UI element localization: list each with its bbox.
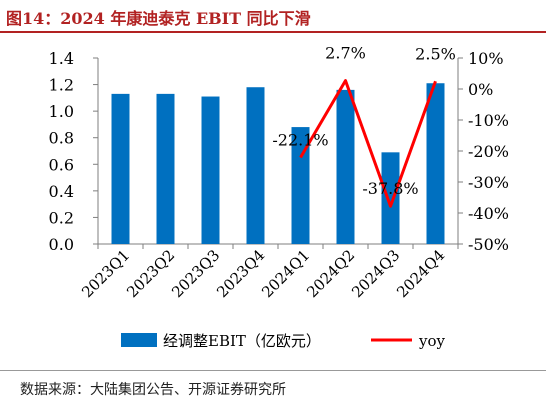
left-axis-tick-label: 1.0 (49, 102, 74, 121)
left-axis-tick-label: 0.2 (49, 208, 74, 227)
right-axis-tick-label: -40% (468, 204, 509, 223)
yoy-line (299, 79, 437, 208)
x-axis-tick-label: 2024Q3 (348, 246, 403, 301)
bar-2024Q4 (426, 83, 445, 244)
yoy-data-label: 2.7% (325, 44, 366, 63)
bar-series (111, 83, 445, 245)
right-axis-tick-label: 10% (468, 49, 504, 68)
x-axis-tick-label: 2023Q4 (213, 246, 268, 301)
right-axis-tick-label: -20% (468, 142, 509, 161)
x-axis-tick-label: 2024Q2 (303, 246, 358, 301)
chart: 0.0 0.2 0.4 0.6 0.8 1.0 1.2 1.4 -50% -40% -30% -20%… (49, 44, 509, 350)
yoy-data-label: 2.5% (415, 44, 456, 63)
bar-2023Q1 (111, 93, 130, 244)
x-axis-tick-label: 2024Q4 (393, 246, 448, 301)
x-axis-tick-label: 2024Q1 (258, 246, 313, 301)
bar-2024Q1 (291, 127, 310, 244)
legend-swatch-bar (121, 333, 157, 347)
data-labels: -22.1% 2.7% -37.8% 2.5% (272, 44, 455, 199)
chart-title: 图14：2024 年康迪泰克 EBIT 同比下滑 (6, 9, 311, 28)
line-series (299, 79, 437, 208)
title-rule (0, 31, 546, 33)
x-axis-tick-label: 2023Q3 (168, 246, 223, 301)
left-axis-tick-label: 0.4 (49, 182, 74, 201)
right-axis-tick-label: 0% (468, 80, 493, 99)
left-axis-tick-label: 0.6 (49, 155, 74, 174)
legend: 经调整EBIT（亿欧元） yoy (121, 332, 446, 350)
left-axis-tick-label: 1.4 (49, 49, 74, 68)
bar-2023Q2 (156, 93, 175, 244)
legend-label-bar: 经调整EBIT（亿欧元） (163, 332, 321, 350)
left-axis-tick-label: 1.2 (49, 76, 74, 95)
legend-label-line: yoy (418, 332, 446, 350)
right-axis-tick-label: -50% (468, 235, 509, 254)
bar-2024Q2 (336, 89, 355, 244)
footer-rule (0, 370, 546, 371)
bar-2023Q4 (246, 87, 265, 244)
source-note: 数据来源：大陆集团公告、开源证券研究所 (20, 382, 286, 398)
left-axis-tick-label: 0.0 (49, 235, 74, 254)
yoy-data-label: -37.8% (362, 179, 418, 198)
bar-2023Q3 (201, 96, 220, 245)
right-axis-tick-label: -10% (468, 111, 509, 130)
x-axis-tick-label: 2023Q2 (123, 246, 178, 301)
bar-2024Q3 (381, 152, 400, 244)
x-axis-tick-label: 2023Q1 (78, 246, 133, 301)
yoy-data-label: -22.1% (272, 131, 328, 150)
right-axis-tick-label: -30% (468, 173, 509, 192)
left-axis-tick-label: 0.8 (49, 129, 74, 148)
